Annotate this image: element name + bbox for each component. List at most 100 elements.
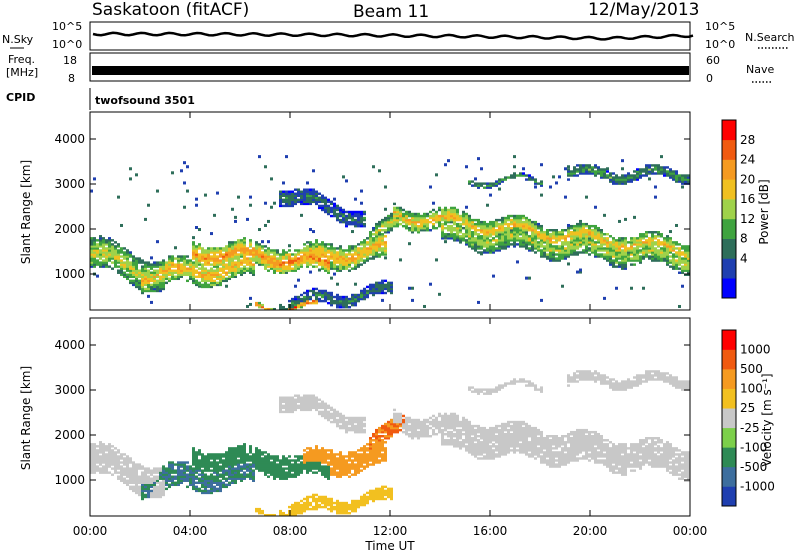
power-cell [291, 204, 294, 208]
power-cell [624, 174, 627, 177]
power-cell [294, 307, 297, 311]
power-cell [234, 265, 237, 268]
power-cell [651, 172, 654, 175]
power-cell [585, 247, 588, 250]
velocity-cell [111, 467, 114, 470]
velocity-cell [192, 463, 195, 466]
power-cell [549, 239, 552, 242]
power-cell [585, 164, 588, 167]
power-cell [621, 243, 624, 246]
power-cell [561, 245, 564, 248]
power-cell [579, 170, 582, 173]
power-cell [345, 295, 348, 299]
power-cell [375, 249, 378, 252]
velocity-cell [315, 400, 318, 403]
power-cell [642, 251, 645, 254]
power-cell [573, 243, 576, 246]
power-cell [495, 224, 498, 228]
velocity-cell [108, 447, 111, 450]
power-cell [294, 299, 297, 303]
power-cell [306, 251, 309, 254]
colorbar-tick-label: 16 [740, 192, 755, 206]
velocity-cell [225, 457, 228, 460]
velocity-cell [225, 463, 228, 466]
power-cell [237, 259, 240, 262]
power-cell [162, 267, 165, 270]
power-cell [96, 239, 99, 242]
power-cell [339, 297, 342, 301]
power-cell [96, 249, 99, 252]
velocity-cell [294, 400, 297, 403]
power-cell [234, 253, 237, 256]
power-cell [495, 235, 498, 238]
power-cell [480, 182, 483, 185]
power-cell [285, 251, 288, 254]
power-cell [360, 201, 363, 205]
velocity-cell [132, 487, 135, 491]
power-cell [261, 259, 264, 262]
power-cell [285, 196, 288, 200]
power-cell [198, 263, 201, 266]
power-cell [495, 184, 498, 187]
velocity-cell [249, 467, 252, 470]
power-cell [480, 229, 483, 232]
power-cell [573, 237, 576, 240]
power-cell [138, 287, 141, 291]
power-cell [408, 220, 411, 224]
power-cell [321, 208, 324, 212]
power-cell [519, 239, 522, 242]
power-cell [567, 245, 570, 248]
power-cell [117, 257, 120, 260]
power-cell [363, 249, 366, 252]
velocity-cell [366, 453, 369, 456]
power-cell [492, 251, 495, 254]
power-cell [198, 261, 201, 264]
velocity-cell [219, 467, 222, 470]
power-cell [618, 263, 621, 266]
velocity-cell [102, 447, 105, 450]
velocity-cell [339, 457, 342, 460]
power-cell [498, 187, 501, 191]
colorbar-tick-label: 20 [740, 172, 755, 186]
power-cell [603, 255, 606, 258]
power-cell [426, 220, 429, 224]
power-cell [513, 245, 516, 248]
power-cell [117, 243, 120, 246]
power-cell [444, 214, 447, 218]
power-cell [360, 210, 363, 214]
power-cell [621, 265, 624, 268]
power-cell [171, 277, 174, 281]
velocity-cell [303, 453, 306, 456]
velocity-cell [327, 469, 330, 472]
velocity-cell [339, 424, 342, 428]
velocity-cell [339, 418, 342, 422]
power-cell [441, 229, 444, 232]
power-cell [210, 232, 213, 236]
power-cell [498, 245, 501, 248]
velocity-cell [267, 453, 270, 456]
power-cell [600, 243, 603, 246]
velocity-cell [339, 412, 342, 416]
velocity-cell [306, 461, 309, 464]
velocity-cell [327, 475, 330, 478]
power-cell [297, 251, 300, 254]
power-cell [336, 253, 339, 256]
power-cell [591, 251, 594, 254]
velocity-cell [207, 475, 210, 478]
power-cell [306, 192, 309, 195]
velocity-cell [339, 471, 342, 474]
power-cell [480, 184, 483, 187]
velocity-cell [204, 473, 207, 476]
velocity-cell [204, 479, 207, 482]
power-cell [345, 210, 348, 214]
power-cell [606, 255, 609, 258]
power-cell [321, 198, 324, 202]
power-cell [669, 174, 672, 177]
cpid-value: twofsound 3501 [95, 94, 195, 107]
power-cell [381, 239, 384, 242]
power-cell [507, 231, 510, 234]
power-cell [231, 259, 234, 262]
velocity-cell [207, 485, 210, 489]
velocity-cell [171, 471, 174, 474]
velocity-cell [327, 507, 330, 511]
